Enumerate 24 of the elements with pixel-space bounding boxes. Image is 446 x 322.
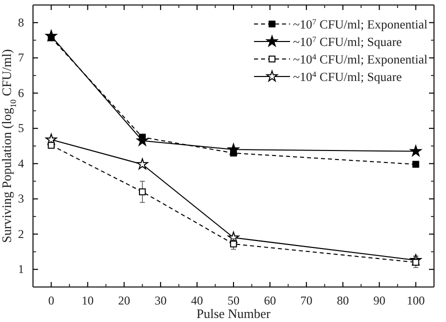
x-tick-label: 80 [336, 294, 349, 308]
x-tick-label: 30 [154, 294, 167, 308]
x-tick-label: 0 [48, 294, 54, 308]
legend-label: ~10$^{7}$ CFU/ml; Square [293, 34, 402, 49]
x-tick-label: 40 [191, 294, 204, 308]
y-tick-label: 6 [18, 86, 24, 100]
x-tick-label: 60 [264, 294, 276, 308]
y-tick-label: 7 [18, 50, 24, 65]
y-tick-label: 5 [18, 121, 24, 136]
x-tick-label: 90 [373, 294, 386, 308]
y-tick-label: 4 [18, 156, 24, 170]
x-tick-label: 10 [82, 294, 94, 308]
y-tick-label: 3 [18, 192, 24, 206]
legend-label: ~10$^{4}$ CFU/ml; Exponential [293, 52, 428, 66]
x-tick-label: 50 [228, 294, 240, 308]
x-axis-title: Pulse Number [196, 306, 272, 321]
y-tick-label: 1 [18, 262, 24, 276]
legend-label: ~10$^{7}$ CFU/ml; Exponential [293, 17, 428, 32]
y-tick-label: 8 [18, 15, 24, 30]
y-tick-label: 2 [18, 226, 24, 241]
x-tick-label: 100 [406, 294, 425, 308]
x-tick-label: 20 [118, 294, 130, 308]
x-tick-label: 70 [300, 294, 312, 308]
legend-label: ~10$^{4}$ CFU/ml; Square [293, 70, 402, 84]
